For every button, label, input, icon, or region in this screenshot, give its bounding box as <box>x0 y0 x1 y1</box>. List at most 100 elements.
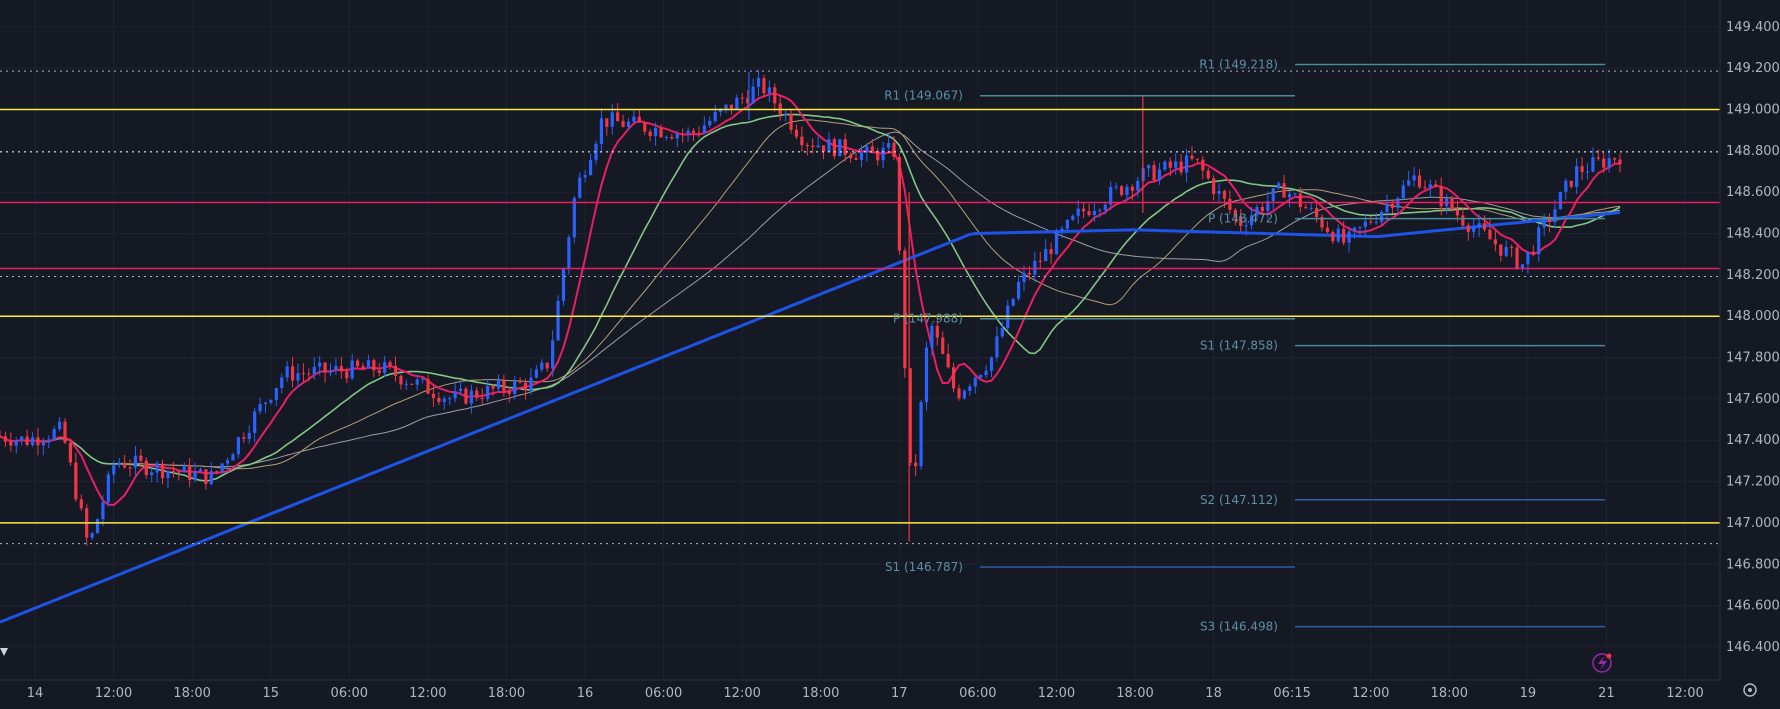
candle-body <box>1461 215 1465 226</box>
candle-body <box>1152 165 1156 181</box>
lightning-icon[interactable] <box>1592 653 1612 673</box>
time-axis[interactable]: 14 12:00 18:00 15 06:00 12:00 18:00 16 06:00 12:0… <box>0 679 1720 709</box>
time-axis-background <box>0 680 1720 709</box>
candle-body <box>404 383 408 385</box>
candle <box>1092 202 1097 222</box>
candle <box>1596 149 1600 161</box>
candle <box>301 363 306 383</box>
candle <box>1125 183 1129 202</box>
candle <box>735 94 739 110</box>
candle <box>68 438 73 467</box>
candle-body <box>1569 180 1573 187</box>
x-tick-label: 17 <box>891 686 908 701</box>
candle-body <box>464 388 468 404</box>
candle-body <box>410 383 414 385</box>
candle-body <box>95 519 100 534</box>
candle-body <box>865 146 869 153</box>
candle <box>79 494 83 511</box>
price-axis[interactable]: 149.400 149.200 149.000 148.800 148.600 148.4… <box>1719 0 1780 709</box>
candle <box>1266 191 1270 219</box>
candle-body <box>881 147 885 161</box>
candle-body <box>220 463 224 472</box>
x-tick-label: 19 <box>1520 686 1537 701</box>
candle <box>1136 176 1140 198</box>
candle <box>25 429 29 447</box>
candle <box>659 124 663 139</box>
candle-body <box>30 437 35 446</box>
candle <box>421 377 425 384</box>
candle-body <box>188 465 192 480</box>
candle-body <box>827 139 831 152</box>
candle-body <box>1558 191 1563 210</box>
candle <box>280 373 284 394</box>
y-tick-label: 147.600 <box>1726 392 1780 407</box>
candle <box>1147 164 1151 177</box>
candle-body <box>551 340 555 369</box>
candle <box>1293 192 1297 198</box>
candle-body <box>1472 227 1476 232</box>
candle-body <box>171 470 175 472</box>
candle-body <box>1342 228 1346 243</box>
candle-body <box>610 112 614 127</box>
candle-body <box>1125 186 1129 195</box>
candle <box>545 362 549 373</box>
y-tick-label: 147.000 <box>1726 516 1780 531</box>
x-tick-label: 12:00 <box>1666 686 1703 701</box>
candle-body <box>491 386 495 389</box>
candle-body <box>1228 198 1232 210</box>
candle-body <box>691 130 696 133</box>
candle <box>951 362 956 393</box>
pivot-label: P (147.988) <box>893 312 963 326</box>
candle <box>177 470 181 481</box>
scroll-marker-icon[interactable] <box>0 648 8 656</box>
candle <box>355 358 360 369</box>
candle-body <box>800 136 804 146</box>
candle <box>1049 242 1053 265</box>
candle <box>1098 208 1102 218</box>
pivot-label: S2 (147.112) <box>1200 493 1278 507</box>
candle-body <box>914 462 918 467</box>
candle <box>979 374 983 380</box>
candle-body <box>930 325 934 348</box>
candle-body <box>1325 227 1330 233</box>
candle-body <box>578 177 582 198</box>
candle <box>599 108 604 153</box>
candle <box>366 354 371 369</box>
candle-body <box>697 132 701 134</box>
candle <box>296 363 300 388</box>
candle <box>253 407 257 443</box>
candle-body <box>794 129 799 137</box>
candle <box>14 437 18 454</box>
candle <box>984 364 988 379</box>
candles <box>0 69 1622 546</box>
candle-body <box>838 139 842 157</box>
candle <box>41 437 45 456</box>
candle-body <box>708 120 712 126</box>
candle <box>1222 189 1227 208</box>
candle-body <box>1244 225 1248 227</box>
candle <box>800 126 804 152</box>
candle-body <box>735 97 739 110</box>
candle <box>1206 167 1210 180</box>
candle-body <box>231 454 235 461</box>
pivot-label: S3 (146.498) <box>1200 620 1278 634</box>
candle <box>139 449 143 467</box>
gear-icon[interactable] <box>1743 683 1757 697</box>
candle <box>1591 147 1595 173</box>
candle-body <box>1119 186 1124 195</box>
candle-body <box>475 390 479 398</box>
candle-body <box>523 382 528 391</box>
candle <box>1510 244 1514 257</box>
candle <box>794 124 799 140</box>
candle <box>756 69 761 97</box>
candle-body <box>784 113 788 115</box>
candle-body <box>1547 219 1552 222</box>
candle-body <box>1309 207 1313 209</box>
candle <box>285 360 289 382</box>
candle <box>1325 221 1330 234</box>
candle <box>767 80 771 103</box>
candle-body <box>811 145 815 148</box>
candle-body <box>1038 260 1042 262</box>
candle <box>1022 265 1026 292</box>
